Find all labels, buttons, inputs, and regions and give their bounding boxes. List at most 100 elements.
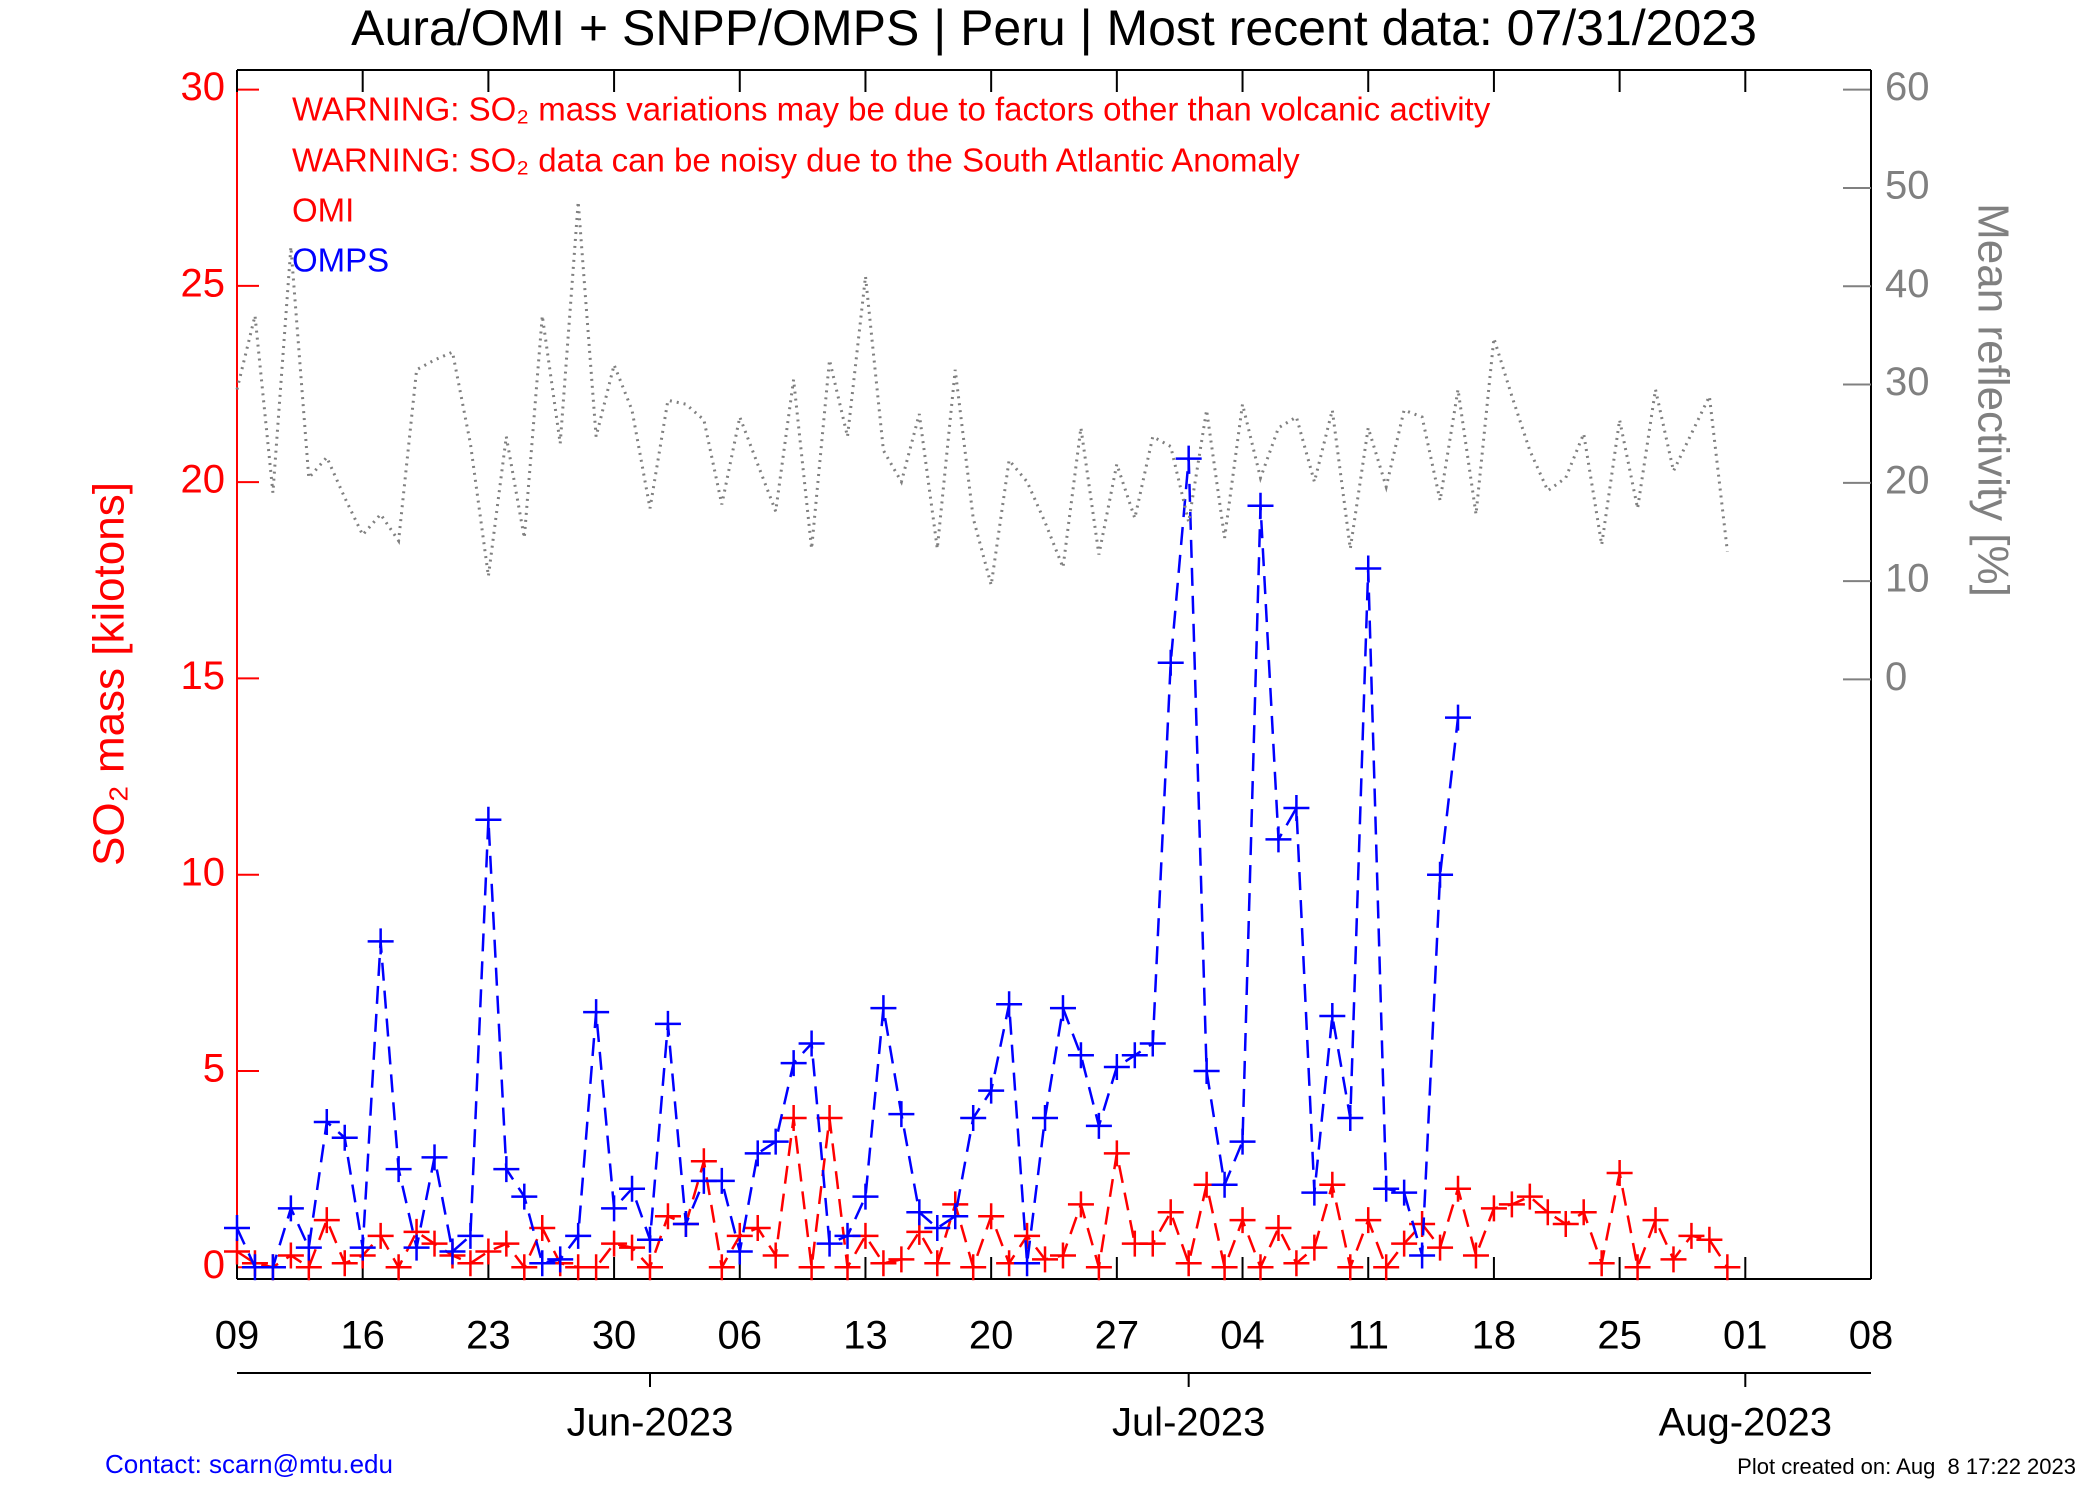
- marker: [1409, 1242, 1436, 1269]
- marker: [852, 1183, 879, 1210]
- marker: [1283, 794, 1310, 821]
- marker: [960, 1254, 987, 1281]
- x-tick-label: 13: [843, 1314, 888, 1358]
- marker: [367, 928, 394, 955]
- x-tick-label: 23: [466, 1314, 511, 1358]
- marker: [636, 1226, 663, 1253]
- marker: [1265, 1214, 1292, 1241]
- marker: [1085, 1112, 1112, 1139]
- marker: [672, 1211, 699, 1238]
- marker: [1211, 1254, 1238, 1281]
- marker: [331, 1124, 358, 1151]
- marker: [870, 1250, 897, 1277]
- marker: [1660, 1246, 1687, 1273]
- marker: [1193, 1057, 1220, 1084]
- warning: WARNING: SO₂ data can be noisy due to th…: [292, 142, 1300, 179]
- marker: [1642, 1207, 1669, 1234]
- marker: [888, 1246, 915, 1273]
- legend-entry: OMPS: [292, 242, 389, 279]
- month-tick-label: Jul-2023: [1112, 1401, 1265, 1445]
- y-axis-label: SO₂ mass [kilotons]: [85, 482, 134, 866]
- x-tick-label: 01: [1723, 1314, 1768, 1358]
- x-tick-label: 20: [969, 1314, 1014, 1358]
- marker: [385, 1156, 412, 1183]
- y-tick-label: 20: [181, 458, 226, 502]
- marker: [1337, 1254, 1364, 1281]
- marker: [259, 1254, 286, 1281]
- marker: [1678, 1222, 1705, 1249]
- marker: [762, 1242, 789, 1269]
- marker: [1498, 1191, 1525, 1218]
- marker: [547, 1246, 574, 1273]
- marker: [421, 1230, 448, 1257]
- x-tick-label: 08: [1849, 1314, 1894, 1358]
- marker: [924, 1250, 951, 1277]
- warning: WARNING: SO₂ mass variations may be due …: [292, 91, 1491, 128]
- marker: [331, 1250, 358, 1277]
- x-tick-label: 16: [340, 1314, 385, 1358]
- y2-axis-label: Mean reflectivity [%]: [1968, 203, 2017, 597]
- marker: [654, 1203, 681, 1230]
- marker: [1355, 555, 1382, 582]
- chart-title: Aura/OMI + SNPP/OMPS | Peru | Most recen…: [351, 0, 1757, 56]
- marker: [367, 1222, 394, 1249]
- marker: [1427, 1234, 1454, 1261]
- marker: [870, 995, 897, 1022]
- x-tick-label: 09: [215, 1314, 260, 1358]
- footer-date: Plot created on: Aug 8 17:22 2023: [1737, 1454, 2076, 1479]
- y2-tick-label: 0: [1885, 655, 1907, 699]
- marker: [1157, 649, 1184, 676]
- marker: [996, 991, 1023, 1018]
- marker: [1480, 1195, 1507, 1222]
- marker: [1032, 1105, 1059, 1132]
- marker: [403, 1234, 430, 1261]
- marker: [277, 1195, 304, 1222]
- marker: [1247, 492, 1274, 519]
- marker: [1355, 1207, 1382, 1234]
- x-tick-label: 30: [592, 1314, 637, 1358]
- marker: [583, 999, 610, 1026]
- marker: [1229, 1207, 1256, 1234]
- marker: [511, 1183, 538, 1210]
- marker: [385, 1254, 412, 1281]
- marker: [583, 1254, 610, 1281]
- marker: [1085, 1254, 1112, 1281]
- marker: [834, 1222, 861, 1249]
- marker: [942, 1203, 969, 1230]
- marker: [1247, 1254, 1274, 1281]
- marker: [1391, 1230, 1418, 1257]
- marker: [457, 1222, 484, 1249]
- marker: [1516, 1183, 1543, 1210]
- marker: [1139, 1030, 1166, 1057]
- marker: [1301, 1234, 1328, 1261]
- marker: [978, 1203, 1005, 1230]
- marker: [1265, 826, 1292, 853]
- marker: [1103, 1054, 1130, 1081]
- marker: [1534, 1199, 1561, 1226]
- marker: [1624, 1254, 1651, 1281]
- marker: [1301, 1179, 1328, 1206]
- y2-tick-label: 20: [1885, 458, 1930, 502]
- x-tick-label: 18: [1472, 1314, 1517, 1358]
- x-tick-label: 27: [1095, 1314, 1140, 1358]
- marker: [1337, 1105, 1364, 1132]
- marker: [1319, 1003, 1346, 1029]
- marker: [816, 1105, 843, 1132]
- marker: [906, 1199, 933, 1226]
- marker: [1157, 1199, 1184, 1226]
- marker: [1283, 1250, 1310, 1277]
- marker: [457, 1250, 484, 1277]
- y-tick-label: 15: [181, 654, 226, 698]
- x-tick-label: 11: [1347, 1314, 1389, 1358]
- marker: [1032, 1246, 1059, 1273]
- marker: [439, 1238, 466, 1265]
- marker: [313, 1108, 340, 1135]
- marker: [619, 1175, 646, 1202]
- marker: [1211, 1171, 1238, 1198]
- marker: [780, 1105, 807, 1132]
- marker: [1175, 445, 1202, 472]
- marker: [1552, 1211, 1579, 1238]
- y-tick-label: 5: [203, 1047, 225, 1091]
- marker: [1714, 1254, 1741, 1281]
